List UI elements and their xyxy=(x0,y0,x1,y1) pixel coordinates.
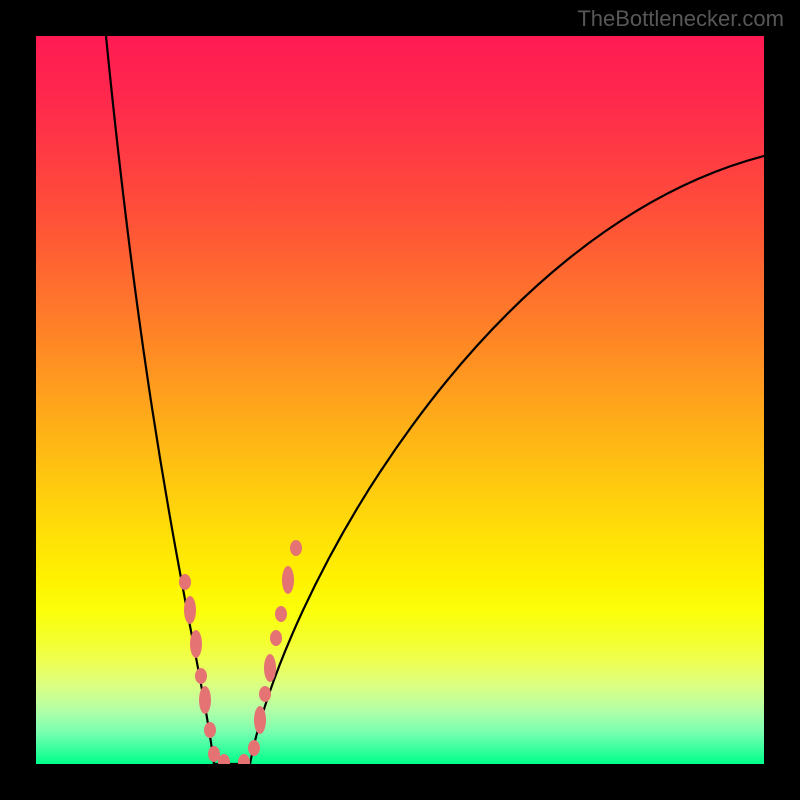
chart-root: TheBottlenecker.com xyxy=(0,0,800,800)
watermark-text: TheBottlenecker.com xyxy=(577,6,784,32)
plot-background xyxy=(36,36,764,764)
